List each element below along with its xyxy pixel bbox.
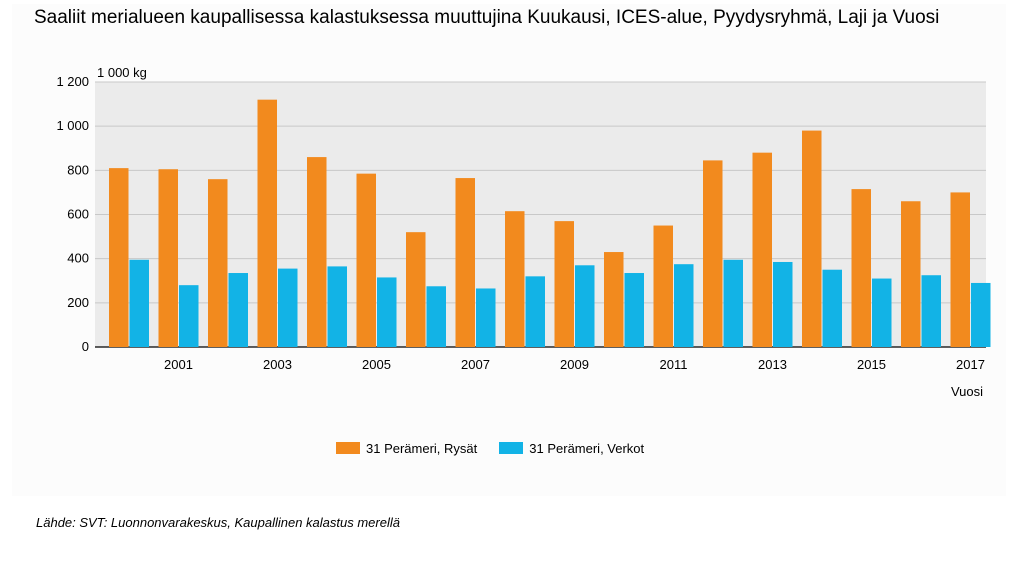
bar-verkot-2017 (971, 282, 991, 347)
legend: 31 Perämeri, Rysät 31 Perämeri, Verkot (336, 440, 644, 456)
source-note: Lähde: SVT: Luonnonvarakeskus, Kaupallin… (36, 515, 400, 530)
y-tick-label: 200 (67, 295, 89, 310)
bar-verkot-2002 (228, 273, 248, 347)
bar-rysat-2004 (307, 157, 327, 347)
x-tick-label: 2017 (956, 357, 985, 372)
y-tick-label: 800 (67, 162, 89, 177)
bar-verkot-2012 (723, 259, 743, 347)
bar-rysat-2003 (257, 99, 277, 348)
x-tick-label: 2003 (263, 357, 292, 372)
bar-verkot-2001 (179, 285, 199, 347)
bar-verkot-2003 (278, 268, 298, 347)
bar-verkot-2007 (476, 288, 496, 347)
bar-rysat-2009 (554, 221, 574, 347)
bar-rysat-2012 (703, 160, 723, 347)
bar-rysat-2014 (802, 130, 822, 347)
x-tick-label: 2005 (362, 357, 391, 372)
bar-rysat-2010 (604, 252, 624, 347)
chart-title: Saaliit merialueen kaupallisessa kalastu… (34, 7, 940, 28)
y-unit-label: 1 000 kg (97, 65, 147, 80)
x-tick-label: 2009 (560, 357, 589, 372)
legend-swatch-rysat (336, 442, 360, 454)
bar-rysat-2006 (406, 232, 426, 347)
bar-verkot-2010 (624, 273, 644, 347)
bar-rysat-2005 (356, 173, 376, 347)
bar-rysat-2017 (950, 192, 970, 347)
bar-rysat-2001 (158, 169, 178, 347)
bar-rysat-2008 (505, 211, 525, 347)
legend-label-rysat: 31 Perämeri, Rysät (366, 440, 478, 456)
bar-verkot-2009 (575, 265, 595, 347)
bar-verkot-2000 (129, 259, 149, 347)
bar-verkot-2006 (426, 286, 446, 347)
x-tick-label: 2015 (857, 357, 886, 372)
y-tick-label: 600 (67, 207, 89, 222)
y-tick-label: 1 000 (56, 118, 89, 133)
legend-swatch-verkot (499, 442, 524, 454)
bar-rysat-2011 (653, 225, 673, 347)
bar-verkot-2016 (921, 275, 941, 347)
bar-rysat-2000 (109, 168, 129, 347)
bar-verkot-2014 (822, 269, 842, 347)
bar-rysat-2015 (851, 189, 871, 347)
y-tick-label: 400 (67, 251, 89, 266)
y-axis: 0 200 400 600 800 1 000 1 200 (56, 74, 89, 354)
x-tick-label: 2011 (660, 357, 688, 372)
bar-rysat-2007 (455, 178, 475, 347)
legend-label-verkot: 31 Perämeri, Verkot (529, 440, 645, 456)
bar-verkot-2015 (872, 278, 892, 347)
bar-verkot-2004 (327, 266, 347, 347)
legend-item-rysat: 31 Perämeri, Rysät (336, 441, 477, 456)
bar-rysat-2016 (901, 201, 921, 347)
x-tick-label: 2001 (164, 357, 193, 372)
bar-verkot-2008 (525, 276, 545, 347)
y-tick-label: 1 200 (56, 74, 89, 89)
x-axis: 2001 2003 2005 2007 2009 2011 2013 2015 2017 (164, 357, 985, 372)
bar-verkot-2013 (773, 261, 793, 347)
x-tick-label: 2013 (758, 357, 787, 372)
y-tick-label: 0 (82, 339, 89, 354)
bar-verkot-2011 (674, 264, 694, 347)
bars (109, 99, 991, 348)
bar-rysat-2013 (752, 152, 772, 347)
x-tick-label: 2007 (461, 357, 490, 372)
x-axis-label: Vuosi (951, 384, 983, 399)
legend-item-verkot: 31 Perämeri, Verkot (499, 441, 644, 456)
bar-rysat-2002 (208, 179, 228, 347)
bar-verkot-2005 (377, 277, 397, 347)
